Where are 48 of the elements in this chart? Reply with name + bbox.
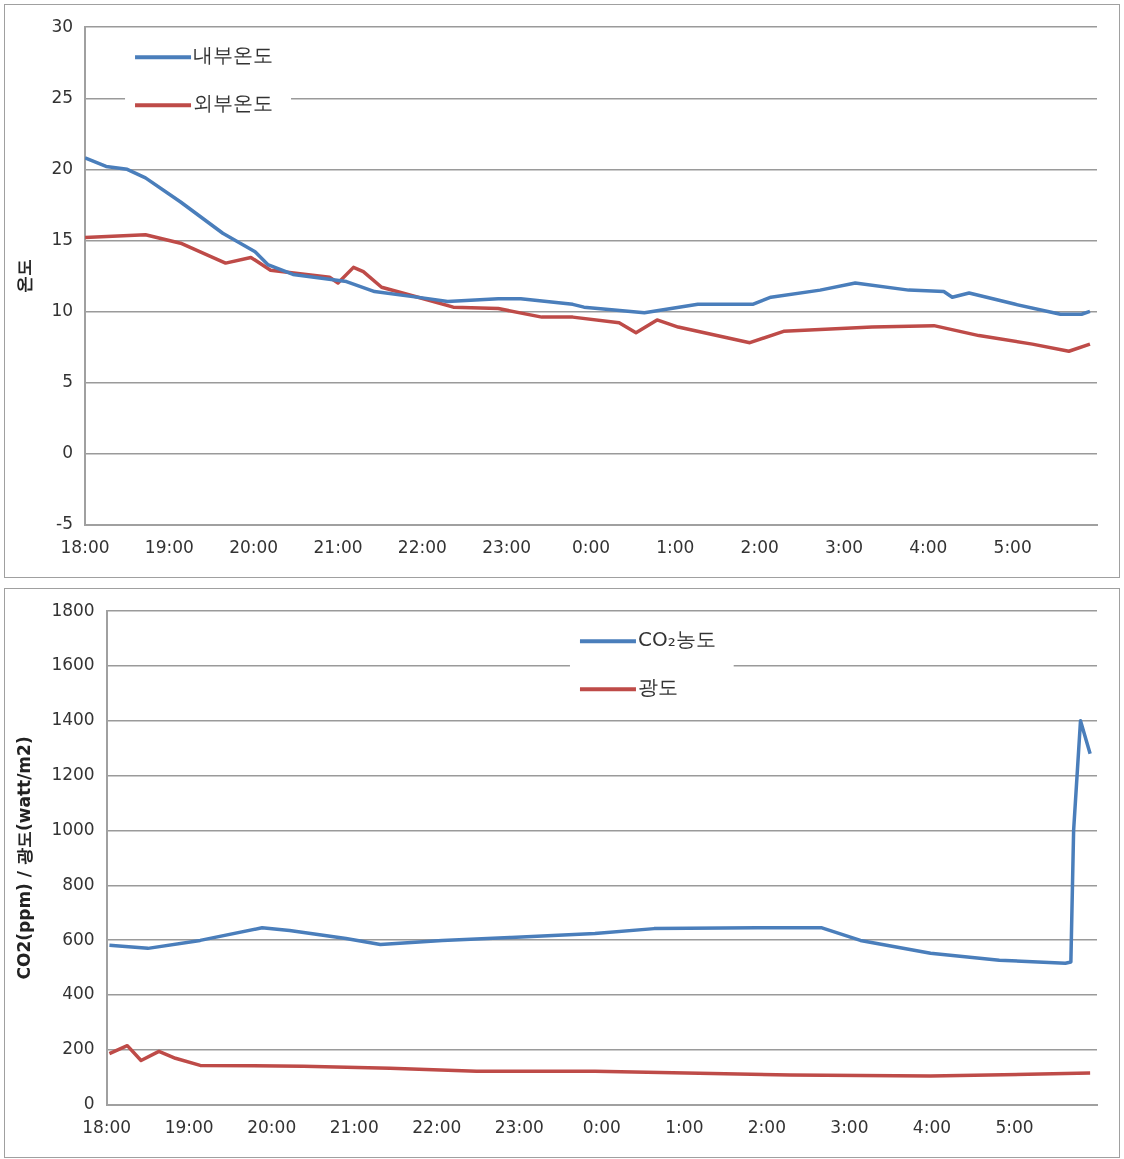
x-tick-label: 2:00: [747, 1117, 786, 1138]
x-tick-label: 23:00: [494, 1117, 544, 1138]
y-tick-label: 400: [62, 983, 95, 1004]
y-tick-label: 1800: [51, 599, 95, 620]
x-tick-label: 22:00: [412, 1117, 462, 1138]
x-tick-label: 18:00: [60, 537, 110, 558]
x-tick-label: 23:00: [482, 537, 532, 558]
x-tick-label: 2:00: [740, 537, 779, 558]
x-tick-label: 5:00: [993, 537, 1032, 558]
y-tick-label: 1200: [51, 764, 95, 785]
y-tick-label: 25: [51, 86, 74, 107]
x-tick-label: 22:00: [397, 537, 447, 558]
y-tick-label: 15: [51, 228, 74, 249]
x-tick-label: 5:00: [995, 1117, 1034, 1138]
legend-label: 내부온도: [193, 43, 274, 68]
x-tick-label: 20:00: [247, 1117, 297, 1138]
y-tick-label: 5: [62, 370, 74, 391]
x-tick-label: 20:00: [229, 537, 279, 558]
x-tick-label: 1:00: [656, 537, 695, 558]
y-tick-label: 10: [51, 299, 74, 320]
x-tick-label: 4:00: [912, 1117, 952, 1138]
y-tick-label: 20: [51, 157, 74, 178]
y-axis-title: 온도: [13, 258, 34, 293]
y-tick-label: 0: [62, 441, 74, 462]
y-axis-title: CO2(ppm) / 광도(watt/m2): [13, 736, 34, 980]
legend-label: 외부온도: [193, 91, 274, 116]
x-tick-label: 21:00: [313, 537, 363, 558]
y-tick-label: 800: [62, 873, 95, 894]
y-tick-label: 1000: [51, 818, 95, 839]
x-tick-label: 0:00: [582, 1117, 621, 1138]
y-tick-label: 0: [83, 1093, 95, 1114]
x-tick-label: 4:00: [909, 537, 948, 558]
legend-label: CO₂농도: [637, 627, 716, 652]
legend-label: 광도: [637, 675, 678, 700]
x-tick-label: 1:00: [665, 1117, 704, 1138]
y-tick-label: 30: [51, 15, 74, 36]
x-tick-label: 19:00: [164, 1117, 214, 1138]
y-tick-label: 200: [62, 1038, 95, 1059]
y-tick-label: 600: [62, 928, 95, 949]
x-tick-label: 21:00: [329, 1117, 379, 1138]
y-tick-label: 1400: [51, 709, 95, 730]
x-tick-label: 0:00: [571, 537, 611, 558]
x-tick-label: 3:00: [830, 1117, 869, 1138]
x-tick-label: 19:00: [144, 537, 194, 558]
x-tick-label: 18:00: [82, 1117, 132, 1138]
y-tick-label: 1600: [51, 654, 95, 675]
x-tick-label: 3:00: [824, 537, 864, 558]
y-tick-label: -5: [56, 513, 74, 534]
